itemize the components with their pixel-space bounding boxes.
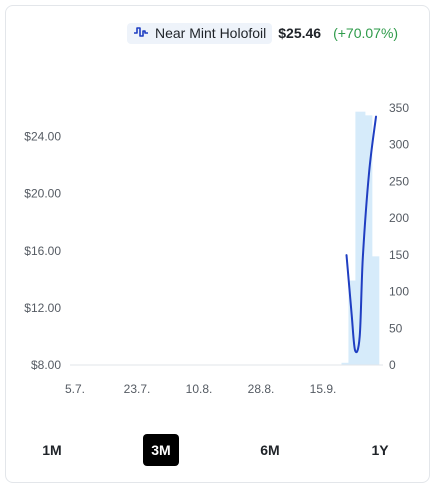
legend-label: Near Mint Holofoil (155, 25, 267, 41)
volume-bar (355, 111, 366, 366)
y-right-tick-label: 150 (389, 248, 409, 262)
price-line (345, 115, 377, 354)
volume-bars (341, 111, 380, 366)
price-chart: 5.7. 23.7. 10.8. 28.8. 15.9. $8.00 $12.00 $16.… (24, 101, 409, 396)
x-tick-label: 5.7. (65, 382, 85, 396)
time-range-selector: 1M 3M 6M 1Y (0, 432, 435, 468)
x-axis: 5.7. 23.7. 10.8. 28.8. 15.9. (65, 364, 383, 396)
price-pulse-icon (133, 25, 149, 42)
x-tick-label: 23.7. (124, 382, 151, 396)
y-left-tick-label: $12.00 (24, 301, 61, 315)
x-tick-label: 15.9. (310, 382, 337, 396)
volume-bar (341, 362, 352, 365)
y-right-tick-label: 300 (389, 138, 409, 152)
volume-bar (362, 115, 373, 365)
y-left-tick-label: $8.00 (31, 358, 61, 372)
x-tick-label: 28.8. (248, 382, 275, 396)
legend-price: $25.46 (278, 25, 322, 41)
range-button-1y[interactable]: 1Y (371, 442, 389, 458)
x-tick-label: 10.8. (186, 382, 213, 396)
y-left-tick-label: $16.00 (24, 244, 61, 258)
range-button-6m[interactable]: 6M (260, 442, 280, 458)
y-axis-left: $8.00 $12.00 $16.00 $20.00 $24.00 (24, 130, 61, 372)
volume-bar (348, 280, 359, 365)
y-left-tick-label: $20.00 (24, 187, 61, 201)
legend-change: (+70.07%) (333, 25, 399, 41)
y-right-tick-label: 350 (389, 101, 409, 115)
y-right-tick-label: 0 (389, 358, 396, 372)
range-button-3m[interactable]: 3M (143, 434, 179, 466)
y-right-tick-label: 250 (389, 174, 409, 188)
legend-series[interactable]: Near Mint Holofoil (127, 22, 273, 44)
y-right-tick-label: 50 (389, 321, 403, 335)
y-right-tick-label: 100 (389, 285, 409, 299)
range-button-1m[interactable]: 1M (42, 442, 62, 458)
chart-legend: Near Mint Holofoil $25.46 (+70.07%) (127, 22, 398, 44)
y-axis-right: 0 50 100 150 200 250 300 350 (389, 101, 409, 372)
price-lines (345, 115, 377, 354)
y-right-tick-label: 200 (389, 211, 409, 225)
y-left-tick-label: $24.00 (24, 130, 61, 144)
volume-bar (369, 256, 380, 365)
